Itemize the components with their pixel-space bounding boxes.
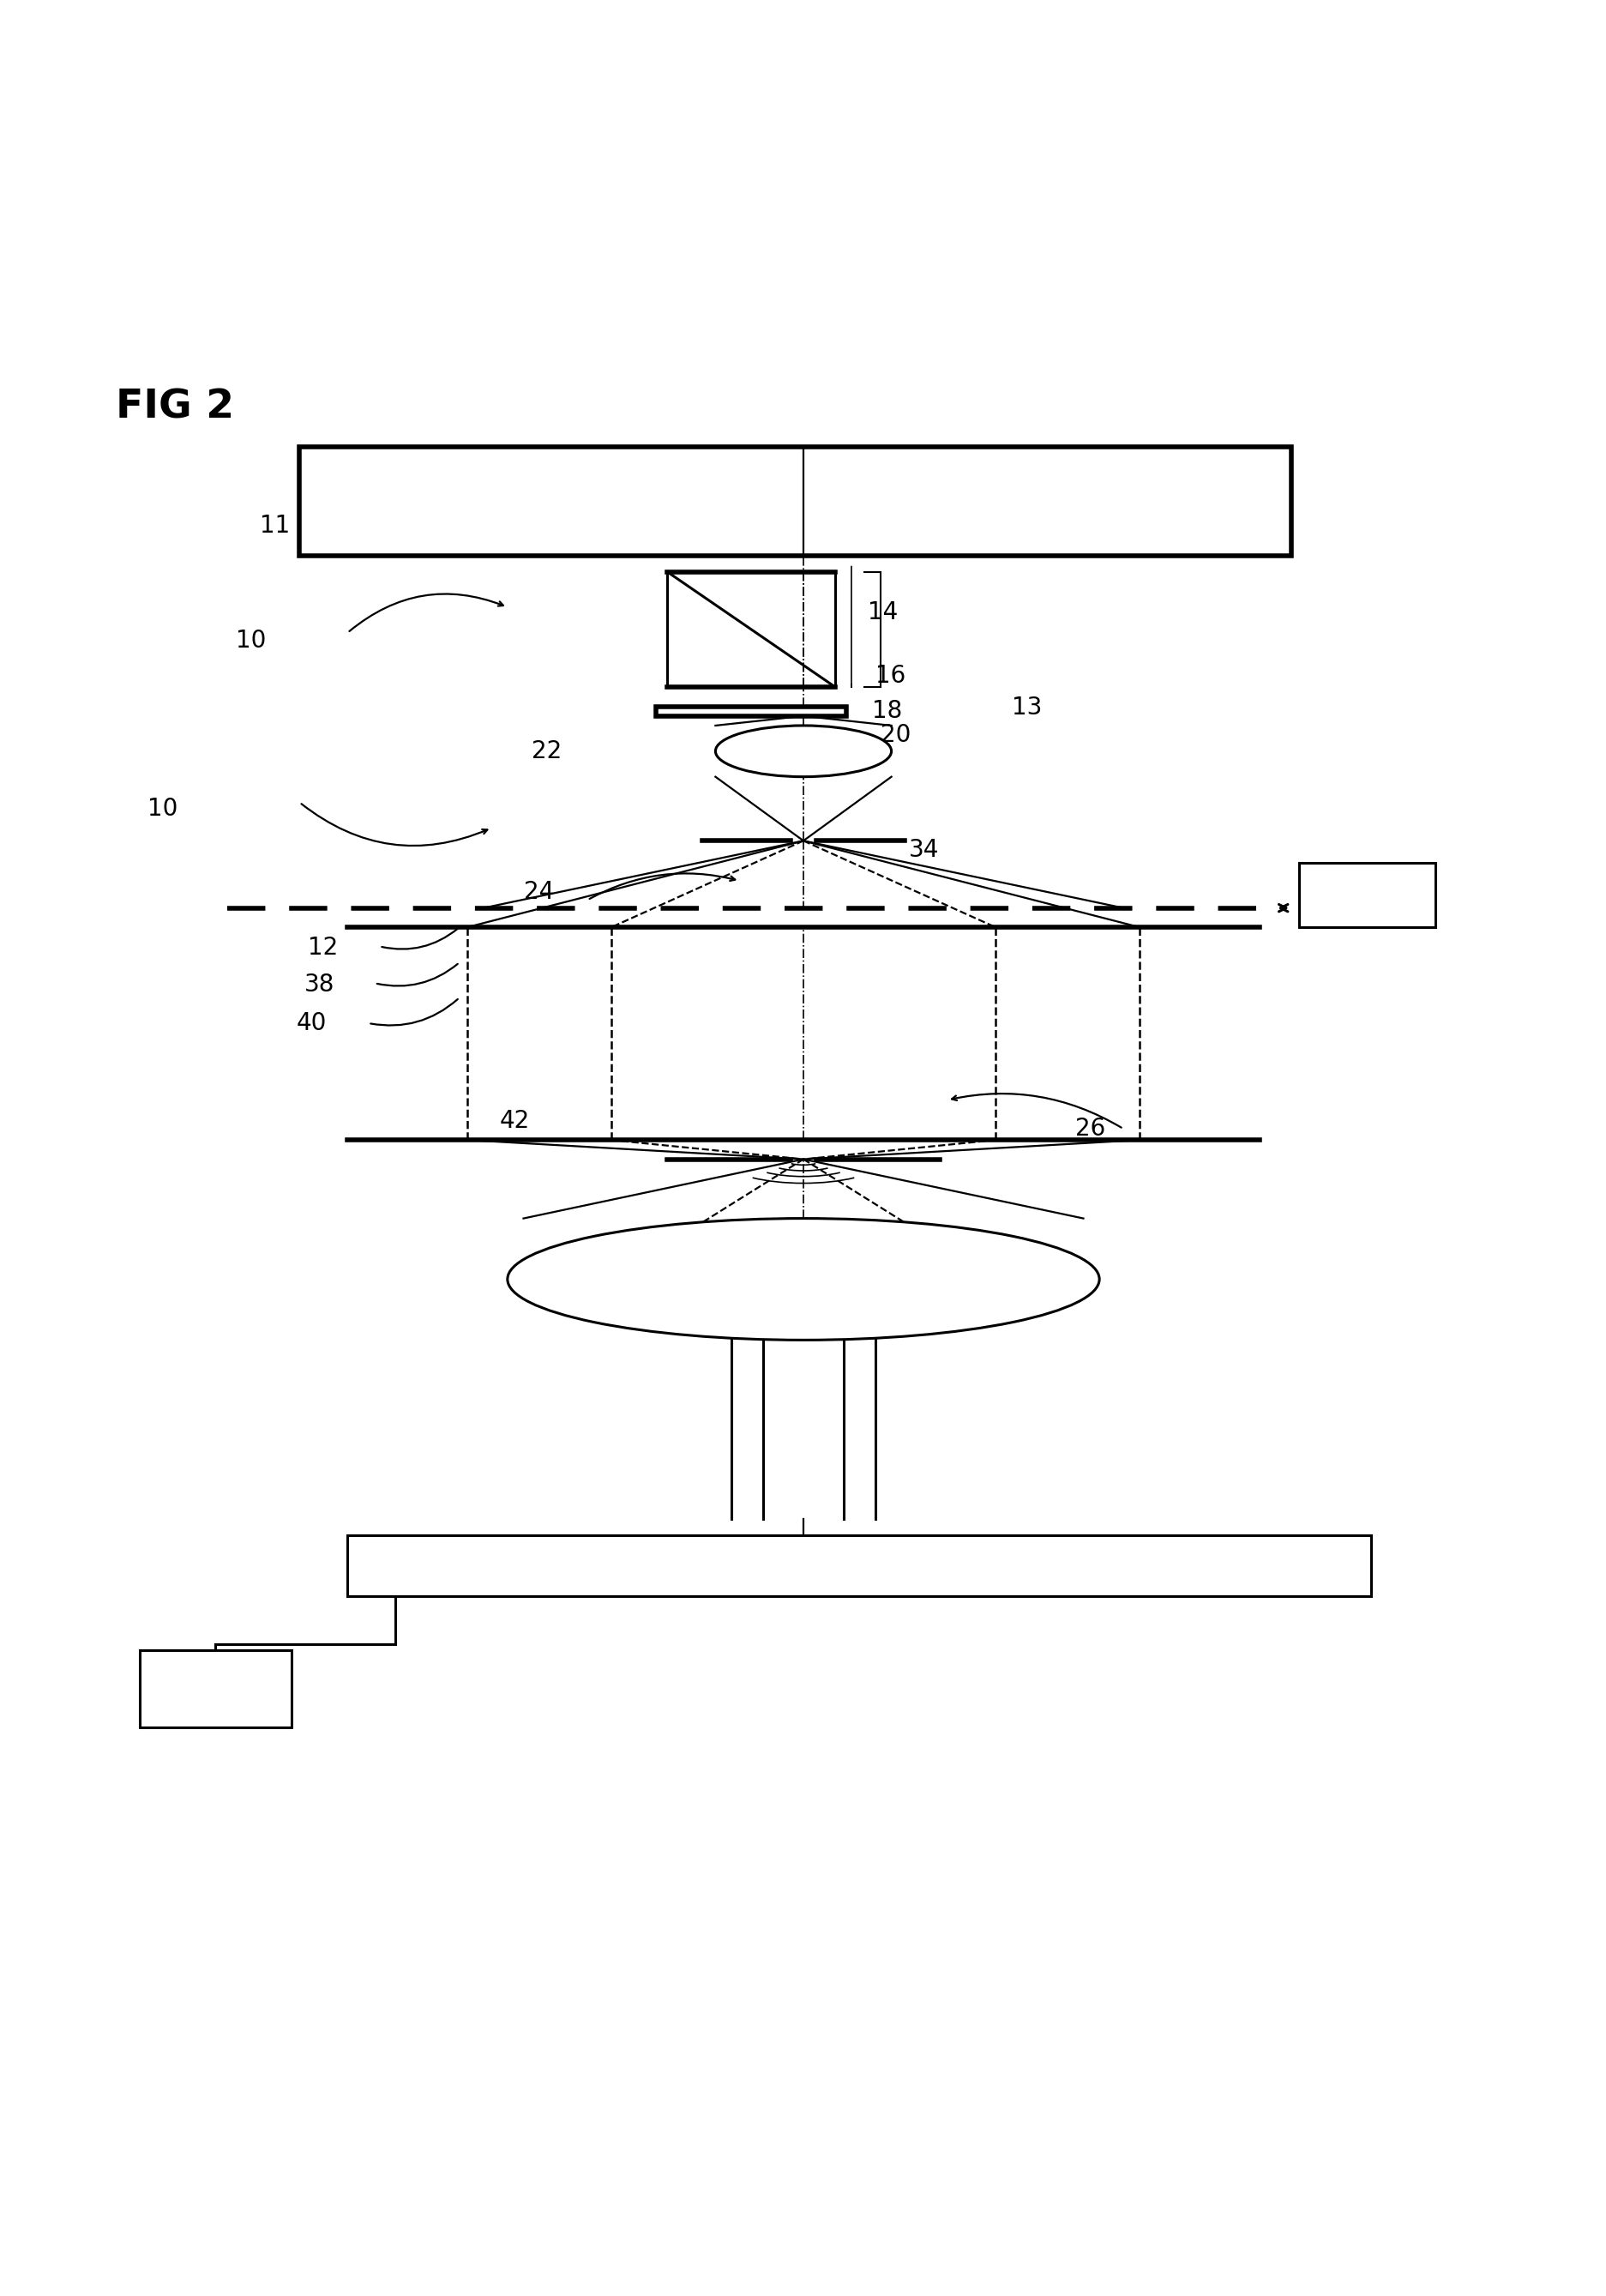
Text: 10: 10 — [236, 629, 265, 652]
Text: 12: 12 — [307, 937, 337, 960]
Text: 26: 26 — [1074, 1116, 1105, 1141]
Text: 24: 24 — [524, 879, 554, 905]
Bar — [299, 448, 1291, 556]
Text: 36: 36 — [1315, 895, 1344, 918]
Text: 34: 34 — [909, 838, 940, 863]
Text: 30: 30 — [1224, 1575, 1254, 1598]
Text: 13: 13 — [1010, 696, 1041, 721]
Bar — [1299, 863, 1434, 928]
Text: 16: 16 — [875, 664, 906, 689]
Text: 42: 42 — [499, 1109, 530, 1132]
Ellipse shape — [507, 1219, 1099, 1341]
Text: 40: 40 — [296, 1010, 326, 1035]
Bar — [655, 707, 846, 716]
Text: 20: 20 — [880, 723, 911, 746]
Text: 18: 18 — [872, 700, 903, 723]
Text: 14: 14 — [867, 599, 898, 625]
Text: 11: 11 — [260, 514, 289, 537]
Text: 32: 32 — [148, 1699, 178, 1724]
Ellipse shape — [715, 726, 891, 776]
Bar — [347, 1536, 1370, 1596]
Text: 10: 10 — [148, 797, 178, 820]
Text: 38: 38 — [304, 974, 334, 996]
Bar — [140, 1651, 291, 1727]
Text: FIG 2: FIG 2 — [116, 388, 234, 427]
Text: 44: 44 — [920, 1293, 949, 1318]
Text: 22: 22 — [532, 739, 562, 762]
